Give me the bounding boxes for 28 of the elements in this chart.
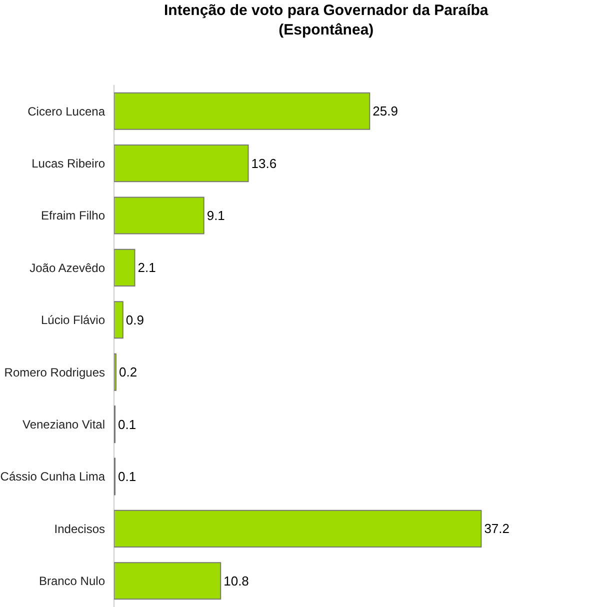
data-label: 0.1 [118, 469, 136, 484]
bar [114, 196, 204, 234]
bar [114, 92, 370, 130]
y-tick-label: Romero Rodrigues [4, 365, 105, 380]
data-label: 13.6 [251, 156, 277, 171]
bar [114, 510, 482, 548]
data-label: 0.1 [118, 416, 136, 432]
y-tick-label: Veneziano Vital [22, 418, 105, 432]
y-tick-label: Efraim Filho [40, 208, 106, 223]
data-label: 9.1 [206, 208, 225, 223]
data-label: 2.1 [138, 260, 156, 276]
y-tick-label: Branco Nulo [38, 574, 106, 588]
y-tick-label: Lúcio Flávio [40, 313, 106, 328]
y-tick-label: Cássio Cunha Lima [0, 470, 106, 484]
y-tick-label: Indecisos [54, 522, 105, 536]
data-label: 0.2 [118, 364, 138, 380]
data-label: 10.8 [224, 573, 249, 588]
y-tick-label: Lucas Ribeiro [32, 156, 106, 170]
bar [114, 562, 222, 600]
bar [114, 144, 249, 182]
chart-title: Intenção de voto para Governador da Paraíba (Espontânea) [164, 2, 489, 39]
data-label: 37.2 [484, 521, 510, 536]
data-label: 0.9 [126, 312, 144, 328]
data-label: 25.9 [372, 104, 398, 119]
y-tick-label: Cicero Lucena [28, 104, 106, 118]
y-tick-label: João Azevêdo [30, 260, 106, 275]
bar [114, 301, 124, 339]
bar [114, 248, 136, 286]
